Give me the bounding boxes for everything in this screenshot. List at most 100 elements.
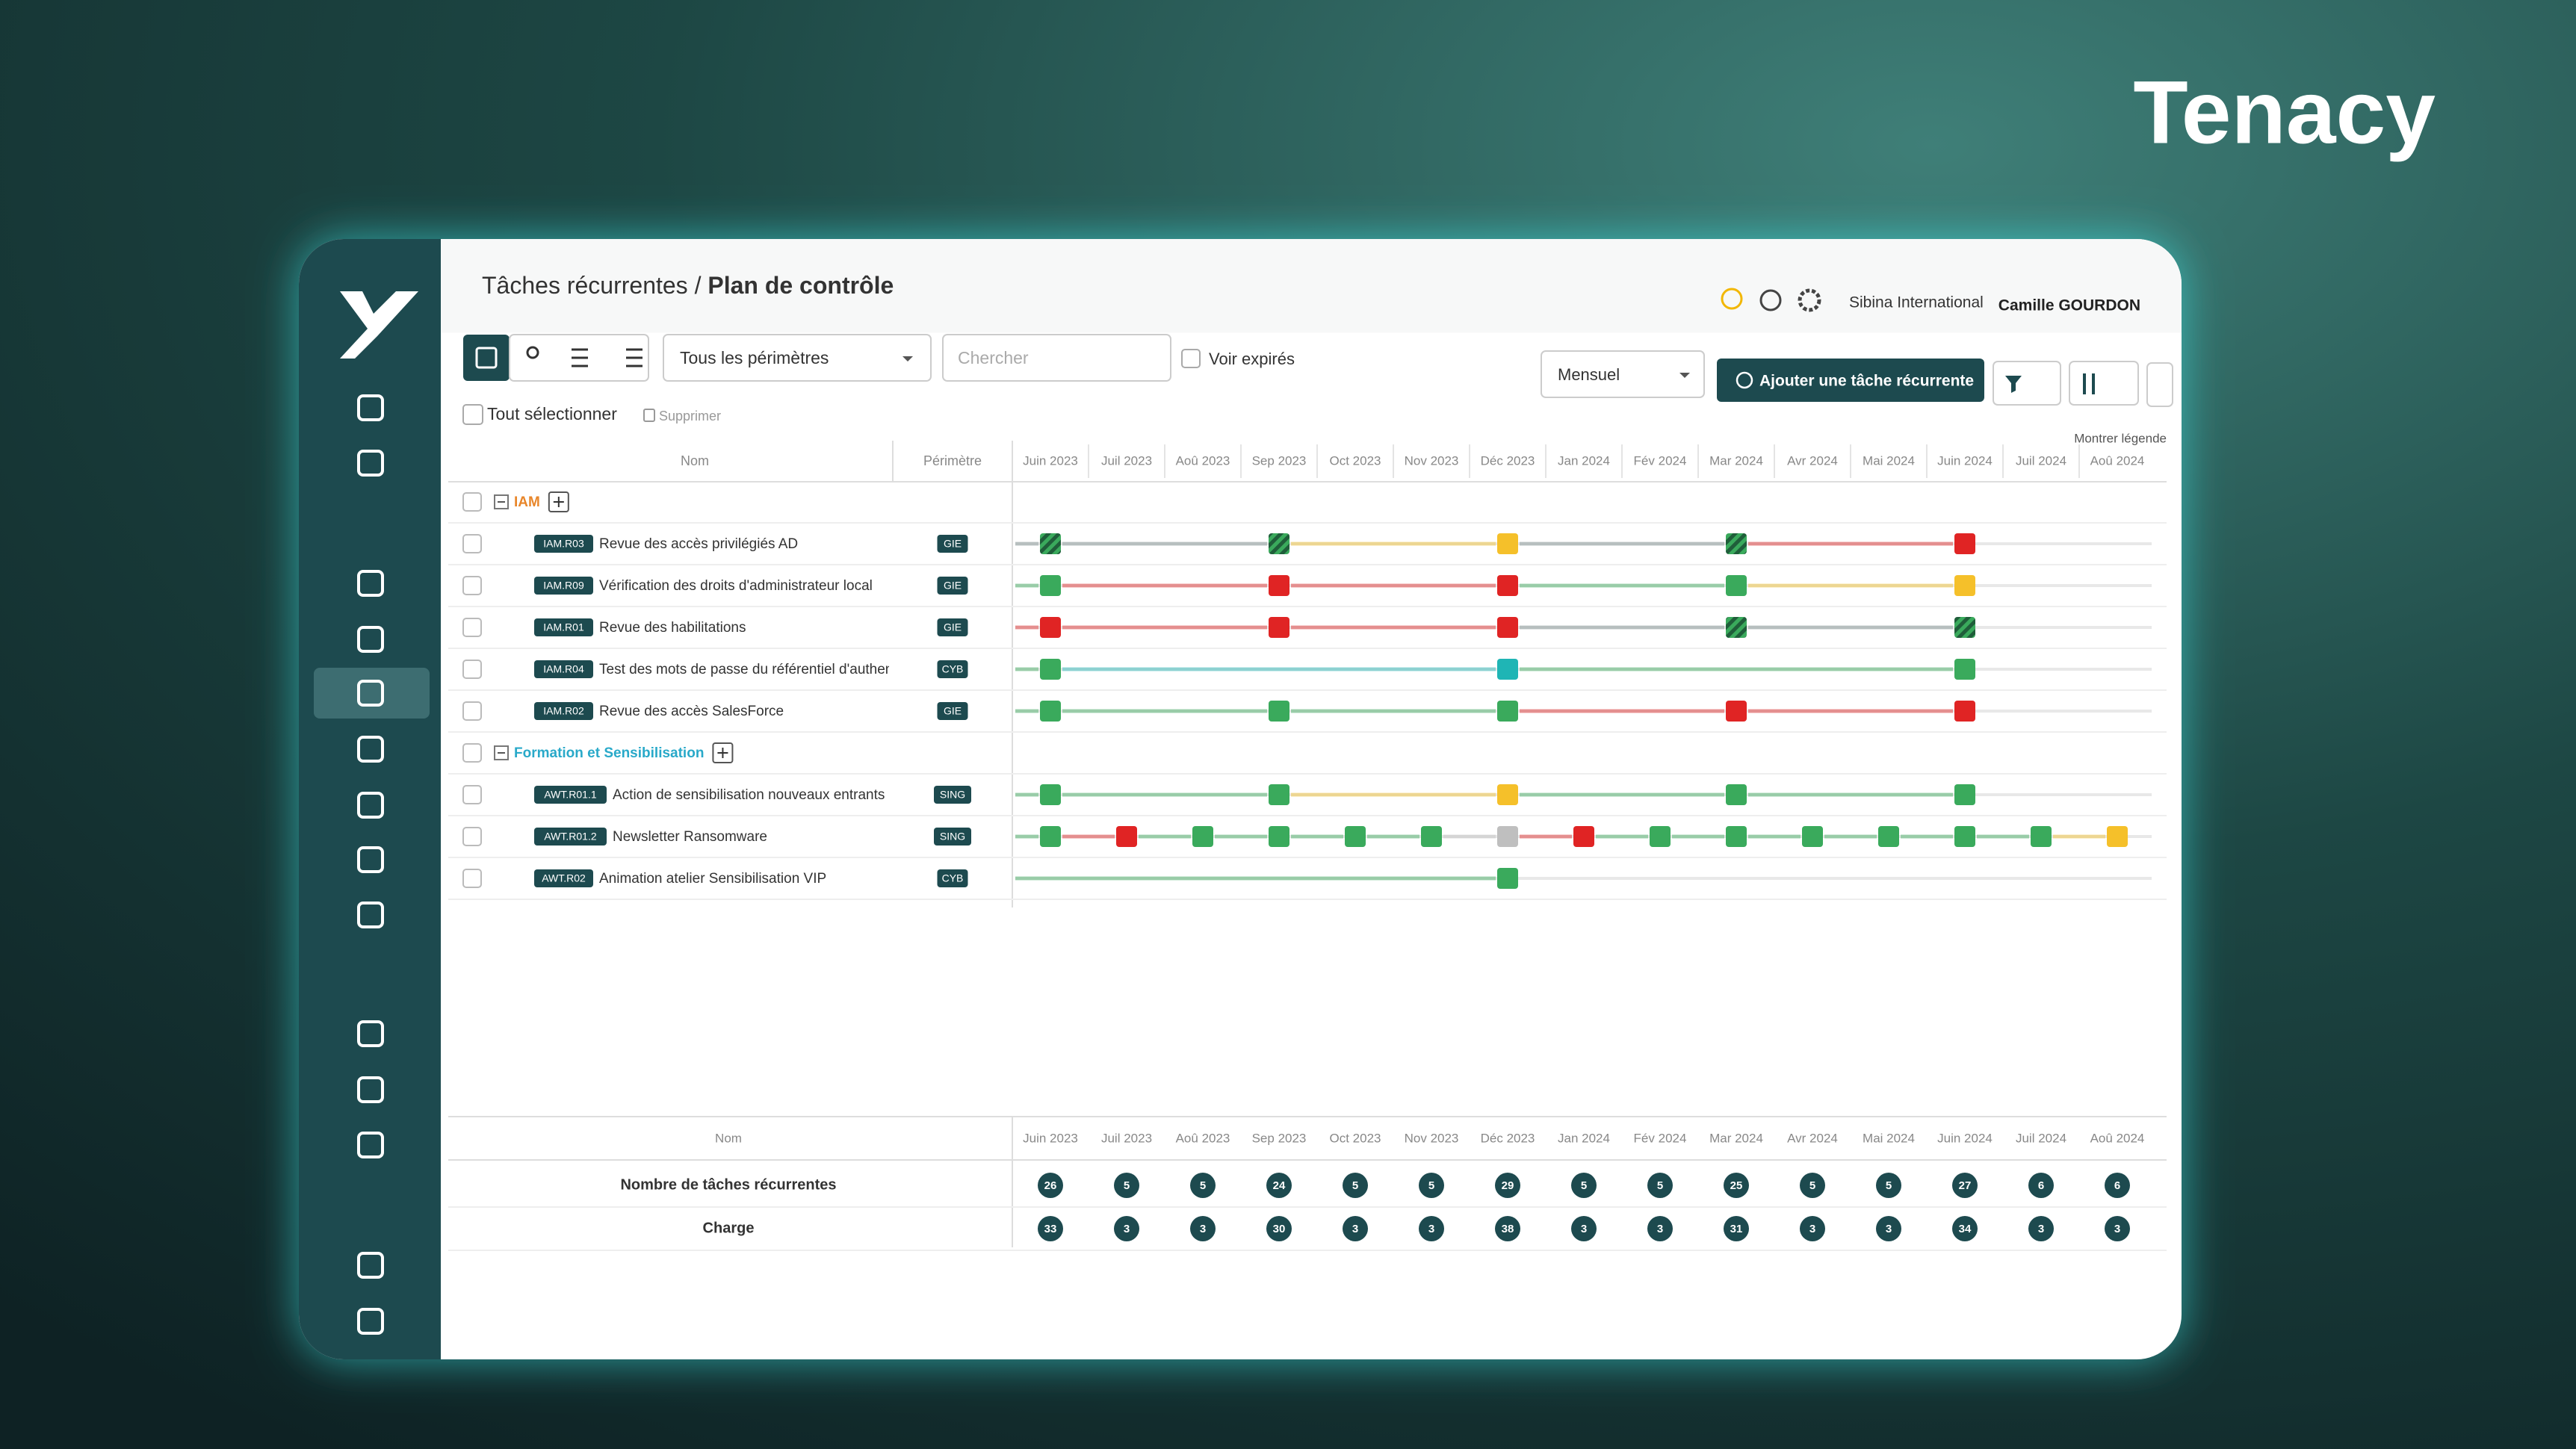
sidebar-icon[interactable]: [357, 902, 384, 928]
sidebar-icon[interactable]: [357, 1252, 384, 1279]
occurrence[interactable]: [1269, 701, 1289, 722]
occurrence[interactable]: [1802, 826, 1823, 847]
task-name[interactable]: Revue des accès SalesForce: [599, 704, 784, 719]
occurrence[interactable]: [1726, 575, 1747, 596]
task-name[interactable]: Action de sensibilisation nouveaux entra…: [613, 787, 885, 803]
occurrence[interactable]: [1269, 784, 1289, 805]
row-checkbox[interactable]: [462, 660, 482, 679]
occurrence[interactable]: [1269, 826, 1289, 847]
notification-icon[interactable]: [1721, 288, 1743, 310]
select-all-label[interactable]: Tout sélectionner: [487, 404, 617, 423]
more-button[interactable]: [2146, 362, 2173, 407]
occurrence[interactable]: [1345, 826, 1366, 847]
occurrence[interactable]: [1040, 659, 1061, 680]
task-name[interactable]: Animation atelier Sensibilisation VIP: [599, 871, 826, 887]
occurrence[interactable]: [1497, 826, 1518, 847]
task-name[interactable]: Test des mots de passe du référentiel d'…: [599, 662, 897, 677]
sidebar-icon[interactable]: [357, 846, 384, 873]
user-view-icon[interactable]: [526, 346, 539, 359]
occurrence[interactable]: [2107, 826, 2128, 847]
settings-icon[interactable]: [1798, 288, 1821, 312]
sidebar-icon[interactable]: [357, 736, 384, 763]
occurrence[interactable]: [1954, 617, 1975, 638]
expired-checkbox[interactable]: [1181, 349, 1201, 368]
perimeter-select[interactable]: [663, 334, 932, 382]
organization[interactable]: Sibina International: [1849, 294, 1984, 311]
occurrence[interactable]: [1954, 575, 1975, 596]
list-icons[interactable]: [572, 348, 643, 367]
occurrence[interactable]: [1726, 784, 1747, 805]
task-name[interactable]: Newsletter Ransomware: [613, 829, 767, 845]
occurrence[interactable]: [1497, 575, 1518, 596]
sidebar-icon[interactable]: [357, 1132, 384, 1158]
occurrence[interactable]: [1116, 826, 1137, 847]
row-checkbox[interactable]: [462, 869, 482, 888]
task-name[interactable]: Vérification des droits d'administrateur…: [599, 578, 873, 594]
search-input[interactable]: [942, 334, 1171, 382]
occurrence[interactable]: [1497, 701, 1518, 722]
row-checkbox[interactable]: [462, 618, 482, 637]
legend-toggle[interactable]: Montrer légende: [2074, 431, 2167, 445]
calendar-view-button[interactable]: [463, 335, 510, 381]
filter-button[interactable]: [1993, 361, 2061, 406]
user-name[interactable]: Camille GOURDON: [1998, 297, 2140, 314]
occurrence[interactable]: [1497, 617, 1518, 638]
occurrence[interactable]: [1269, 617, 1289, 638]
occurrence[interactable]: [1040, 826, 1061, 847]
expired-label[interactable]: Voir expirés: [1209, 350, 1295, 368]
occurrence[interactable]: [1726, 701, 1747, 722]
task-name[interactable]: Revue des habilitations: [599, 620, 746, 636]
row-checkbox[interactable]: [462, 785, 482, 804]
occurrence[interactable]: [1497, 533, 1518, 554]
occurrence[interactable]: [1269, 533, 1289, 554]
occurrence[interactable]: [1497, 659, 1518, 680]
occurrence[interactable]: [1954, 784, 1975, 805]
occurrence[interactable]: [1269, 575, 1289, 596]
sidebar-icon[interactable]: [357, 394, 384, 421]
occurrence[interactable]: [1573, 826, 1594, 847]
sidebar-icon[interactable]: [357, 570, 384, 597]
group-name[interactable]: Formation et Sensibilisation: [514, 745, 704, 761]
occurrence[interactable]: [1040, 575, 1061, 596]
period-select[interactable]: [1541, 350, 1705, 398]
occurrence[interactable]: [1954, 533, 1975, 554]
occurrence[interactable]: [1726, 533, 1747, 554]
row-checkbox[interactable]: [462, 576, 482, 595]
occurrence[interactable]: [1040, 617, 1061, 638]
sidebar-icon[interactable]: [357, 626, 384, 653]
help-icon[interactable]: [1759, 289, 1782, 311]
sidebar-icon[interactable]: [357, 1020, 384, 1047]
occurrence[interactable]: [1497, 868, 1518, 889]
occurrence[interactable]: [1497, 784, 1518, 805]
sidebar-icon[interactable]: [357, 680, 384, 707]
group-name[interactable]: IAM: [514, 494, 540, 510]
select-all-checkbox[interactable]: [462, 404, 483, 425]
row-checkbox[interactable]: [462, 534, 482, 553]
occurrence[interactable]: [1726, 617, 1747, 638]
occurrence[interactable]: [1421, 826, 1442, 847]
sort-button[interactable]: [2069, 361, 2139, 406]
row-checkbox[interactable]: [462, 743, 482, 763]
occurrence[interactable]: [1954, 826, 1975, 847]
delete-label[interactable]: Supprimer: [659, 409, 721, 423]
row-checkbox[interactable]: [462, 701, 482, 721]
occurrence[interactable]: [1040, 701, 1061, 722]
occurrence[interactable]: [1650, 826, 1671, 847]
task-name[interactable]: Revue des accès privilégiés AD: [599, 536, 798, 552]
occurrence[interactable]: [1040, 533, 1061, 554]
occurrence[interactable]: [2031, 826, 2052, 847]
occurrence[interactable]: [1192, 826, 1213, 847]
occurrence[interactable]: [1954, 659, 1975, 680]
add-task-button[interactable]: [1717, 359, 1984, 402]
sidebar-icon[interactable]: [357, 1076, 384, 1103]
row-checkbox[interactable]: [462, 492, 482, 512]
sidebar-icon[interactable]: [357, 1308, 384, 1335]
breadcrumb-parent[interactable]: Tâches récurrentes: [482, 272, 688, 299]
sidebar-icon[interactable]: [357, 450, 384, 477]
sidebar-icon[interactable]: [357, 792, 384, 819]
occurrence[interactable]: [1878, 826, 1899, 847]
occurrence[interactable]: [1954, 701, 1975, 722]
row-checkbox[interactable]: [462, 827, 482, 846]
occurrence[interactable]: [1726, 826, 1747, 847]
occurrence[interactable]: [1040, 784, 1061, 805]
